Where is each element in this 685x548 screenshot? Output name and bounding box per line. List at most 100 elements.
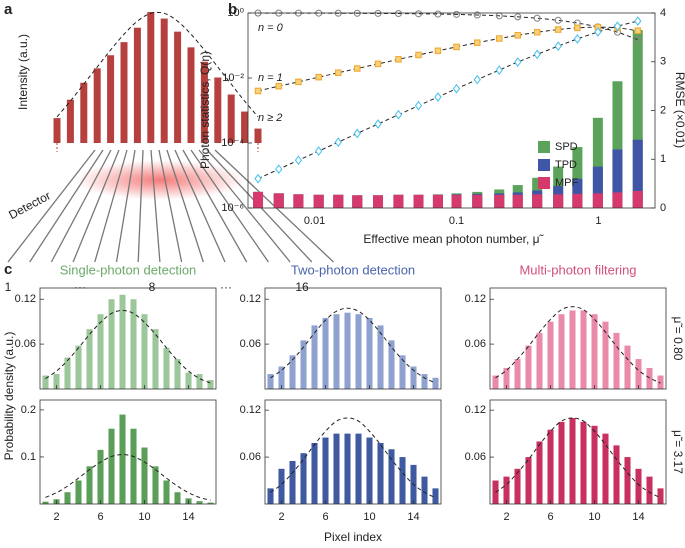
y2-tick-label: 1 xyxy=(660,153,666,165)
marker xyxy=(334,137,342,148)
bar xyxy=(612,81,623,208)
bar xyxy=(624,345,631,389)
marker xyxy=(254,173,262,184)
bar xyxy=(333,314,340,389)
bar xyxy=(657,488,664,504)
detector-pixel xyxy=(29,149,104,263)
fit-curve xyxy=(56,11,259,118)
y-axis-label: Probability density (a.u.) xyxy=(2,332,16,461)
y-tick-label: 10⁻⁴ xyxy=(221,137,244,149)
bar xyxy=(254,128,262,143)
bar xyxy=(572,147,583,208)
bar xyxy=(421,374,428,389)
marker xyxy=(634,27,642,34)
marker xyxy=(275,82,283,90)
bar xyxy=(174,492,181,504)
bar xyxy=(399,355,406,389)
bar xyxy=(86,329,93,389)
detector-pixel xyxy=(198,149,291,263)
y-tick-label: 0.1 xyxy=(21,451,36,463)
bar xyxy=(267,488,274,504)
y-tick-label: 0.12 xyxy=(465,404,486,416)
bar xyxy=(646,368,653,389)
bar xyxy=(141,447,148,504)
marker xyxy=(414,10,423,18)
bar xyxy=(580,421,587,504)
legend-swatch xyxy=(538,177,550,189)
y-tick-label: 0.12 xyxy=(240,293,261,305)
bar xyxy=(366,317,373,389)
bar xyxy=(86,466,93,504)
bar xyxy=(42,501,49,504)
marker xyxy=(514,57,522,67)
legend-label: SPD xyxy=(555,141,578,153)
bar xyxy=(591,314,598,389)
marker xyxy=(594,27,602,37)
bar xyxy=(141,314,148,389)
legend-swatch xyxy=(538,159,550,171)
bar xyxy=(432,488,439,504)
marker xyxy=(354,65,361,72)
bar xyxy=(108,299,115,389)
bar xyxy=(632,30,643,208)
x-tick-label: 14 xyxy=(407,511,419,523)
bar xyxy=(152,329,159,389)
bar xyxy=(532,194,543,208)
marker xyxy=(374,60,382,68)
bar xyxy=(591,425,598,504)
y2-tick-label: 4 xyxy=(660,7,666,19)
marker xyxy=(275,164,283,175)
bar xyxy=(547,429,554,504)
bar xyxy=(278,468,285,504)
bar xyxy=(492,375,499,389)
marker xyxy=(414,100,423,111)
bar xyxy=(494,194,505,208)
bar xyxy=(200,61,208,143)
bar xyxy=(313,194,324,208)
column-title: Multi-photon filtering xyxy=(519,262,636,277)
theory-line xyxy=(257,26,638,92)
detector-pixel xyxy=(158,149,183,263)
bar xyxy=(632,190,643,208)
y2-tick-label: 2 xyxy=(660,104,666,116)
x-tick-label: 14 xyxy=(182,511,194,523)
marker xyxy=(452,83,461,94)
y-tick-label: 10⁻⁶ xyxy=(221,202,244,214)
bar xyxy=(97,449,104,504)
bar xyxy=(624,457,631,504)
fit-curve xyxy=(45,309,211,384)
plot-frame xyxy=(264,399,442,505)
bar xyxy=(602,433,609,504)
y-axis-label: Intensity (a.u.) xyxy=(16,34,30,110)
bar xyxy=(196,501,203,504)
bar xyxy=(322,437,329,504)
bar xyxy=(187,47,195,144)
panel-label: a xyxy=(4,1,13,18)
pixel-label: ··· xyxy=(74,280,86,294)
y2-axis-label: RMSE (×0.01) xyxy=(673,72,685,148)
bar xyxy=(377,325,384,389)
bar xyxy=(569,310,576,389)
curve-label: n = 1 xyxy=(258,72,283,84)
plot-frame xyxy=(247,12,656,209)
bar xyxy=(107,55,115,144)
y-tick-label: 0.12 xyxy=(465,293,486,305)
curve-label: n = 0 xyxy=(258,22,284,34)
marker xyxy=(474,39,481,46)
marker xyxy=(335,69,342,77)
y-tick-label: 10⁻² xyxy=(222,72,244,84)
marker xyxy=(374,9,382,17)
panel-label: c xyxy=(4,261,12,278)
marker xyxy=(496,35,503,42)
plot-frame xyxy=(264,287,442,390)
bar xyxy=(525,345,532,389)
x-tick-label: 6 xyxy=(322,511,328,523)
marker xyxy=(554,16,562,24)
detector-pixel xyxy=(50,149,112,263)
marker xyxy=(415,51,422,59)
bar xyxy=(536,332,543,389)
bar xyxy=(227,94,235,143)
marker xyxy=(353,128,361,139)
bar xyxy=(93,68,101,143)
